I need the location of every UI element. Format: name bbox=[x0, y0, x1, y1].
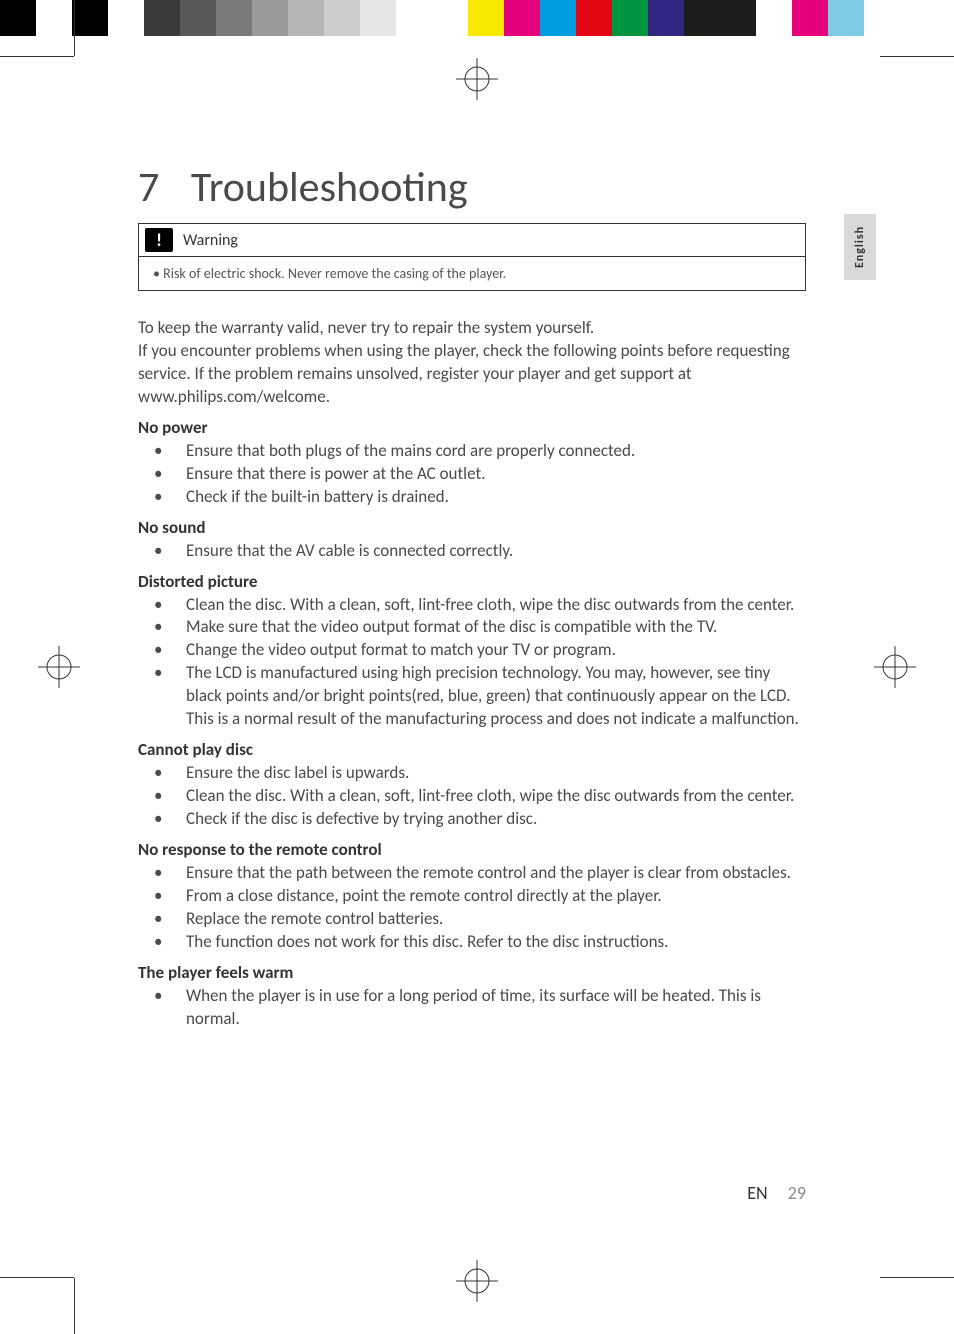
color-swatch bbox=[180, 0, 216, 36]
language-tab-label: English bbox=[853, 226, 867, 268]
page-footer: EN 29 bbox=[138, 1182, 806, 1204]
list-item: Ensure the disc label is upwards. bbox=[138, 762, 806, 785]
color-swatch bbox=[144, 0, 180, 36]
list-item: Change the video output format to match … bbox=[138, 639, 806, 662]
printer-color-bar bbox=[0, 0, 954, 36]
section-list: When the player is in use for a long per… bbox=[138, 985, 806, 1031]
footer-page-number: 29 bbox=[788, 1182, 806, 1204]
color-swatch bbox=[0, 0, 36, 36]
color-swatch bbox=[540, 0, 576, 36]
section-list: Ensure that both plugs of the mains cord… bbox=[138, 440, 806, 509]
section-heading: No sound bbox=[138, 517, 806, 538]
color-swatch bbox=[396, 0, 432, 36]
registration-mark-icon bbox=[456, 1260, 498, 1302]
list-item: Ensure that both plugs of the mains cord… bbox=[138, 440, 806, 463]
list-item: Replace the remote control batteries. bbox=[138, 908, 806, 931]
color-swatch bbox=[432, 0, 468, 36]
color-swatch bbox=[900, 0, 936, 36]
chapter-heading: 7 Troubleshooting bbox=[138, 162, 806, 213]
warning-icon: ! bbox=[145, 228, 173, 252]
list-item: When the player is in use for a long per… bbox=[138, 985, 806, 1031]
chapter-title: Troubleshooting bbox=[191, 162, 468, 213]
list-item: Check if the built-in battery is drained… bbox=[138, 486, 806, 509]
crop-mark bbox=[74, 0, 76, 56]
color-swatch bbox=[720, 0, 756, 36]
crop-mark bbox=[880, 1277, 954, 1278]
color-swatch bbox=[648, 0, 684, 36]
chapter-number: 7 bbox=[138, 162, 159, 213]
troubleshooting-sections: No powerEnsure that both plugs of the ma… bbox=[138, 417, 806, 1031]
color-swatch bbox=[360, 0, 396, 36]
list-item: Ensure that the path between the remote … bbox=[138, 862, 806, 885]
list-item: Check if the disc is defective by trying… bbox=[138, 808, 806, 831]
color-swatch bbox=[108, 0, 144, 36]
section-heading: Distorted picture bbox=[138, 571, 806, 592]
color-swatch bbox=[864, 0, 900, 36]
color-swatch bbox=[72, 0, 108, 36]
color-swatch bbox=[828, 0, 864, 36]
color-swatch bbox=[216, 0, 252, 36]
color-swatch bbox=[684, 0, 720, 36]
registration-mark-icon bbox=[38, 646, 80, 688]
color-swatch bbox=[36, 0, 72, 36]
color-swatch bbox=[252, 0, 288, 36]
registration-mark-icon bbox=[456, 58, 498, 100]
crop-mark bbox=[0, 1277, 74, 1278]
list-item: Clean the disc. With a clean, soft, lint… bbox=[138, 594, 806, 617]
section-list: Clean the disc. With a clean, soft, lint… bbox=[138, 594, 806, 732]
warning-label: Warning bbox=[183, 231, 238, 250]
list-item: The function does not work for this disc… bbox=[138, 931, 806, 954]
section-heading: Cannot play disc bbox=[138, 739, 806, 760]
warning-header: ! Warning bbox=[139, 224, 805, 257]
color-swatch bbox=[756, 0, 792, 36]
list-item: Ensure that the AV cable is connected co… bbox=[138, 540, 806, 563]
list-item: Ensure that there is power at the AC out… bbox=[138, 463, 806, 486]
color-swatch bbox=[504, 0, 540, 36]
list-item: Clean the disc. With a clean, soft, lint… bbox=[138, 785, 806, 808]
color-swatch bbox=[576, 0, 612, 36]
warning-text: Risk of electric shock. Never remove the… bbox=[139, 257, 805, 290]
crop-mark bbox=[74, 1278, 76, 1334]
color-swatch bbox=[324, 0, 360, 36]
section-heading: No response to the remote control bbox=[138, 839, 806, 860]
list-item: Make sure that the video output format o… bbox=[138, 616, 806, 639]
language-tab: English bbox=[844, 214, 876, 280]
list-item: From a close distance, point the remote … bbox=[138, 885, 806, 908]
warning-box: ! Warning Risk of electric shock. Never … bbox=[138, 223, 806, 291]
crop-mark bbox=[0, 56, 74, 57]
footer-language: EN bbox=[747, 1182, 767, 1204]
section-list: Ensure that the AV cable is connected co… bbox=[138, 540, 806, 563]
section-list: Ensure the disc label is upwards.Clean t… bbox=[138, 762, 806, 831]
page-content: 7 Troubleshooting ! Warning Risk of elec… bbox=[138, 162, 806, 1031]
list-item: The LCD is manufactured using high preci… bbox=[138, 662, 806, 731]
color-swatch bbox=[468, 0, 504, 36]
section-heading: No power bbox=[138, 417, 806, 438]
color-swatch bbox=[612, 0, 648, 36]
color-swatch bbox=[792, 0, 828, 36]
section-heading: The player feels warm bbox=[138, 962, 806, 983]
registration-mark-icon bbox=[874, 646, 916, 688]
color-swatch bbox=[936, 0, 954, 36]
crop-mark bbox=[880, 56, 954, 57]
color-swatch bbox=[288, 0, 324, 36]
section-list: Ensure that the path between the remote … bbox=[138, 862, 806, 954]
intro-paragraph: To keep the warranty valid, never try to… bbox=[138, 317, 806, 409]
